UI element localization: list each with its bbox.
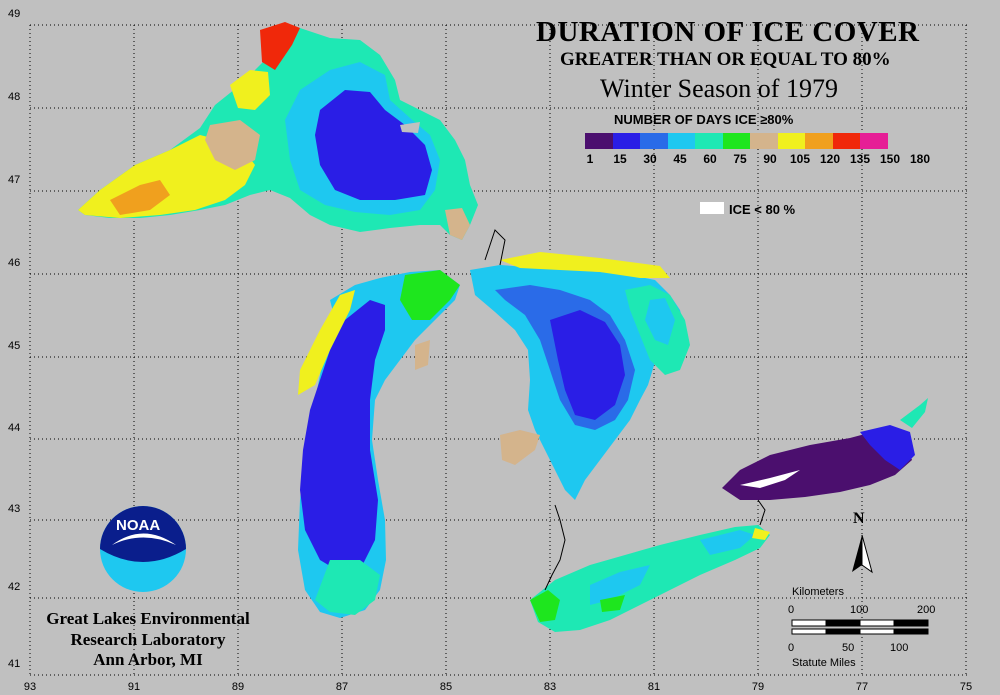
km-label: Kilometers bbox=[792, 586, 844, 598]
legend-tick: 15 bbox=[613, 152, 627, 166]
scale-bar bbox=[791, 619, 929, 635]
longitude-label: 87 bbox=[335, 681, 349, 693]
legend-swatch-1 bbox=[612, 133, 640, 149]
longitude-label: 81 bbox=[647, 681, 661, 693]
legend-swatch-0 bbox=[585, 133, 613, 149]
latitude-label: 44 bbox=[8, 422, 21, 434]
north-arrow bbox=[852, 534, 873, 574]
legend-swatch-6 bbox=[750, 133, 778, 149]
legend-swatch-2 bbox=[640, 133, 668, 149]
legend-swatch-5 bbox=[722, 133, 750, 149]
map-subtitle: GREATER THAN OR EQUAL TO 80% bbox=[560, 49, 891, 70]
lake-superior bbox=[78, 22, 478, 240]
credit-line1: Great Lakes Environmental bbox=[46, 609, 250, 628]
legend-tick: 135 bbox=[849, 152, 871, 166]
longitude-label: 79 bbox=[751, 681, 765, 693]
mi-label: Statute Miles bbox=[792, 657, 856, 669]
ice-label: ICE < 80 % bbox=[729, 202, 796, 217]
km-tick-0: 0 bbox=[788, 604, 795, 616]
mi-tick-100: 100 bbox=[890, 642, 909, 654]
legend-tick: 1 bbox=[586, 152, 594, 166]
legend-tick: 150 bbox=[879, 152, 901, 166]
legend-swatch-9 bbox=[832, 133, 860, 149]
legend-color-bar bbox=[585, 133, 888, 149]
legend-tick: 75 bbox=[733, 152, 747, 166]
mi-tick-0: 0 bbox=[788, 642, 795, 654]
lake-michigan bbox=[298, 270, 460, 618]
latitude-label: 47 bbox=[8, 174, 21, 186]
longitude-label: 93 bbox=[23, 681, 37, 693]
legend-title: NUMBER OF DAYS ICE ≥80% bbox=[614, 112, 794, 127]
latitude-label: 45 bbox=[8, 340, 21, 352]
longitude-label: 89 bbox=[231, 681, 245, 693]
credit-line3: Ann Arbor, MI bbox=[93, 650, 203, 669]
longitude-label: 85 bbox=[439, 681, 453, 693]
season-title: Winter Season of 1979 bbox=[600, 74, 838, 103]
legend-swatch-4 bbox=[695, 133, 723, 149]
legend-tick: 60 bbox=[703, 152, 717, 166]
legend-tick: 180 bbox=[909, 152, 931, 166]
legend-tick: 90 bbox=[763, 152, 777, 166]
map-title: DURATION OF ICE COVER bbox=[536, 16, 920, 48]
legend-swatch-3 bbox=[667, 133, 695, 149]
north-label: N bbox=[853, 510, 865, 527]
noaa-logo bbox=[100, 506, 186, 592]
longitude-label: 75 bbox=[959, 681, 973, 693]
shorelines bbox=[484, 229, 766, 591]
legend-tick: 30 bbox=[643, 152, 657, 166]
lake-erie bbox=[530, 525, 770, 632]
mi-tick-50: 50 bbox=[842, 642, 855, 654]
lake-ontario bbox=[722, 398, 928, 500]
latitude-label: 46 bbox=[8, 257, 21, 269]
km-tick-100: 100 bbox=[850, 604, 869, 616]
latitude-label: 42 bbox=[8, 581, 21, 593]
legend-swatch-8 bbox=[805, 133, 833, 149]
ice-swatch bbox=[700, 202, 724, 214]
latitude-label: 49 bbox=[8, 8, 21, 20]
legend-swatch-7 bbox=[777, 133, 805, 149]
latitude-label: 41 bbox=[8, 658, 21, 670]
latitude-label: 43 bbox=[8, 503, 21, 515]
legend-swatch-10 bbox=[860, 133, 888, 149]
credit-line2: Research Laboratory bbox=[70, 630, 226, 649]
longitude-label: 83 bbox=[543, 681, 557, 693]
legend-tick: 105 bbox=[789, 152, 811, 166]
longitude-label: 91 bbox=[127, 681, 141, 693]
lake-huron bbox=[470, 252, 690, 500]
latitude-label: 48 bbox=[8, 91, 21, 103]
km-tick-200: 200 bbox=[917, 604, 936, 616]
longitude-label: 77 bbox=[855, 681, 869, 693]
legend-tick: 45 bbox=[673, 152, 687, 166]
noaa-logo-text: NOAA bbox=[116, 517, 161, 534]
legend-tick: 120 bbox=[819, 152, 841, 166]
